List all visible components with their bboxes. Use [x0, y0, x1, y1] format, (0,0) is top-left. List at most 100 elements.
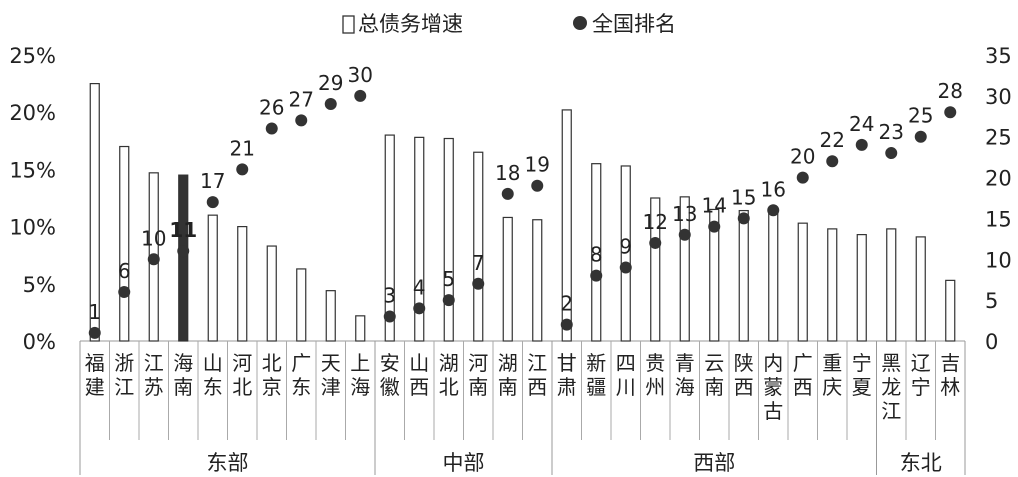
bar	[443, 137, 454, 342]
category-label: 西	[409, 375, 429, 399]
legend-dot-swatch	[573, 16, 587, 30]
legend-bar-swatch	[342, 15, 355, 34]
category-label: 新	[586, 351, 606, 375]
bar	[89, 82, 100, 342]
rank-dot	[885, 147, 898, 160]
y-right-tick-label: 25	[985, 126, 1012, 150]
rank-label: 18	[495, 161, 520, 185]
category-label: 疆	[586, 375, 606, 399]
category-label: 州	[645, 375, 665, 399]
rank-label: 7	[472, 251, 485, 275]
category-label: 海	[350, 375, 370, 399]
bar	[945, 279, 956, 342]
category-label: 黑	[881, 351, 901, 375]
category-label: 北	[262, 351, 282, 375]
bar	[532, 219, 543, 342]
rank-label: 15	[731, 185, 756, 209]
rank-dot	[796, 171, 809, 184]
bar	[709, 208, 720, 342]
legend-label-rank: 全国排名	[592, 12, 676, 36]
category-label: 西	[734, 375, 754, 399]
rank-dot	[295, 114, 308, 127]
bar	[325, 290, 336, 342]
region-label: 西部	[693, 451, 735, 475]
y-left-tick-label: 25%	[9, 44, 56, 68]
rank-label: 3	[383, 283, 396, 307]
category-label: 甘	[557, 351, 577, 375]
category-label: 南	[173, 375, 193, 399]
bar	[266, 245, 277, 342]
category-label: 湖	[439, 351, 459, 375]
rank-label: 21	[230, 136, 255, 160]
category-label: 四	[616, 351, 636, 375]
y-right-tick-label: 20	[985, 167, 1012, 191]
bar	[856, 234, 867, 342]
bar	[384, 134, 395, 342]
category-label: 徽	[380, 375, 400, 399]
y-right-tick-label: 10	[985, 248, 1012, 272]
bar	[915, 236, 926, 342]
bar	[178, 174, 189, 342]
rank-label: 12	[643, 210, 668, 234]
rank-dot	[767, 204, 780, 217]
rank-dot	[265, 122, 278, 135]
y-left-tick-label: 10%	[9, 216, 56, 240]
category-label: 广	[793, 351, 813, 375]
rank-dot	[531, 179, 544, 192]
bar	[473, 151, 484, 342]
rank-label: 23	[879, 120, 904, 144]
rank-dot	[914, 130, 927, 143]
rank-dot	[944, 106, 957, 119]
category-label: 西	[527, 375, 547, 399]
region-label: 东北	[900, 451, 942, 475]
rank-dot	[472, 277, 485, 290]
rank-label: 16	[761, 177, 786, 201]
category-label: 江	[527, 351, 547, 375]
rank-label: 6	[118, 259, 131, 283]
rank-dot	[236, 163, 249, 176]
rank-label: 13	[672, 202, 697, 226]
category-label: 青	[675, 351, 695, 375]
rank-label: 26	[259, 96, 284, 120]
rank-label: 14	[702, 194, 727, 218]
category-label: 建	[85, 375, 105, 399]
rank-dot	[177, 245, 190, 258]
category-label: 江	[144, 351, 164, 375]
category-label: 北	[232, 375, 252, 399]
rank-label: 22	[820, 128, 845, 152]
rank-label: 28	[938, 79, 963, 103]
category-label: 江	[881, 399, 901, 423]
category-label: 陕	[734, 351, 754, 375]
rank-dot	[708, 220, 721, 233]
category-label: 南	[468, 375, 488, 399]
rank-dot	[147, 253, 160, 266]
category-labels: 福建浙江江苏海南山东河北北京广东天津上海安徽山西湖北河南湖南江西甘肃新疆四川贵州…	[85, 341, 960, 440]
category-label: 蒙	[763, 375, 783, 399]
bar	[119, 145, 130, 342]
rank-dot	[501, 187, 514, 200]
rank-dot	[88, 326, 101, 339]
category-label: 苏	[144, 375, 164, 399]
category-label: 海	[173, 351, 193, 375]
rank-label: 27	[289, 87, 314, 111]
rank-label: 5	[442, 267, 455, 291]
category-label: 贵	[645, 351, 665, 375]
category-label: 西	[793, 375, 813, 399]
rank-dot	[590, 269, 603, 282]
category-label: 广	[291, 351, 311, 375]
legend-label-debt-growth: 总债务增速	[358, 12, 463, 36]
rank-label: 20	[790, 145, 815, 169]
bar	[591, 163, 602, 342]
category-label: 天	[321, 351, 341, 375]
bar	[650, 197, 661, 342]
rank-dot	[118, 285, 131, 298]
rank-label: 30	[348, 63, 373, 87]
y-left-tick-label: 5%	[23, 273, 56, 297]
bar	[768, 208, 779, 342]
bar	[502, 216, 513, 342]
category-label: 山	[409, 351, 429, 375]
category-label: 林	[940, 375, 960, 399]
